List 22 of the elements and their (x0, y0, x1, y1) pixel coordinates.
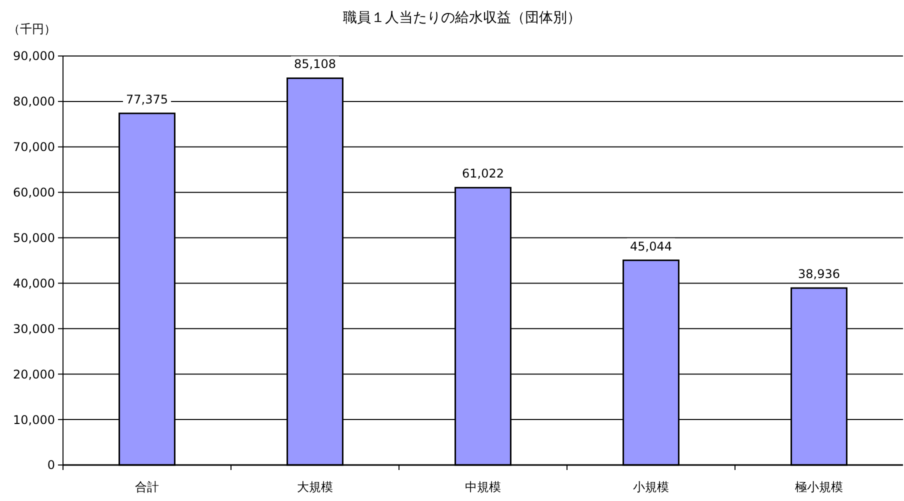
x-tick-label: 中規模 (465, 480, 501, 494)
x-tick-label: 極小規模 (795, 480, 843, 494)
y-tick-label: 20,000 (13, 367, 55, 382)
y-tick-label: 0 (47, 458, 55, 472)
y-tick-label: 30,000 (13, 322, 55, 336)
data-label: 61,022 (462, 166, 504, 181)
x-tick-label: 大規模 (297, 480, 333, 494)
y-tick-label: 60,000 (13, 186, 55, 200)
y-tick-label: 80,000 (13, 94, 55, 109)
y-tick-label: 10,000 (13, 412, 55, 427)
y-tick-label: 50,000 (13, 230, 55, 245)
y-axis-title: （千円） (8, 22, 56, 36)
y-tick-label: 70,000 (13, 140, 55, 154)
x-tick-label: 小規模 (633, 480, 669, 494)
data-label: 77,375 (126, 92, 168, 106)
x-tick-label: 合計 (135, 480, 159, 494)
y-tick-label: 90,000 (13, 49, 55, 64)
chart-title: 職員１人当たりの給水収益（団体別） (343, 10, 581, 26)
data-label: 85,108 (294, 57, 336, 72)
y-tick-label: 40,000 (13, 276, 55, 290)
data-label: 38,936 (798, 267, 840, 282)
data-label: 45,044 (630, 239, 672, 254)
